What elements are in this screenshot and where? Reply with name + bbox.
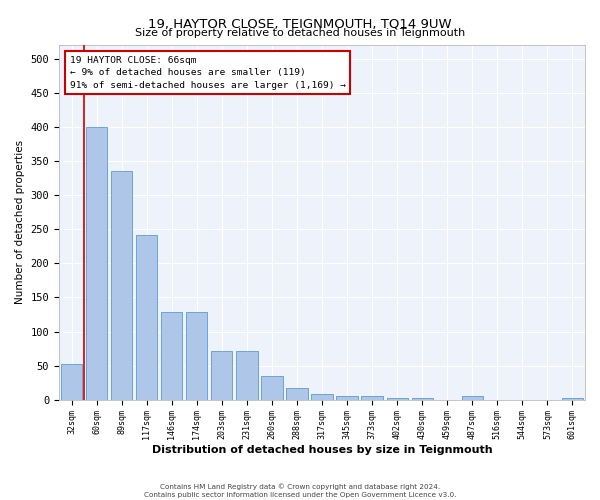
Bar bbox=[386, 398, 408, 400]
Bar bbox=[236, 352, 257, 400]
Bar bbox=[61, 364, 82, 400]
Bar bbox=[86, 127, 107, 400]
Bar bbox=[161, 312, 182, 400]
Bar bbox=[337, 396, 358, 400]
Bar bbox=[261, 376, 283, 400]
Bar bbox=[136, 236, 157, 400]
Bar bbox=[361, 396, 383, 400]
Bar bbox=[186, 312, 208, 400]
X-axis label: Distribution of detached houses by size in Teignmouth: Distribution of detached houses by size … bbox=[152, 445, 493, 455]
Bar bbox=[111, 170, 132, 400]
Bar bbox=[286, 388, 308, 400]
Bar bbox=[311, 394, 332, 400]
Bar bbox=[412, 398, 433, 400]
Text: 19, HAYTOR CLOSE, TEIGNMOUTH, TQ14 9UW: 19, HAYTOR CLOSE, TEIGNMOUTH, TQ14 9UW bbox=[148, 18, 452, 30]
Bar bbox=[562, 398, 583, 400]
Bar bbox=[211, 352, 232, 400]
Y-axis label: Number of detached properties: Number of detached properties bbox=[15, 140, 25, 304]
Text: Size of property relative to detached houses in Teignmouth: Size of property relative to detached ho… bbox=[135, 28, 465, 38]
Text: 19 HAYTOR CLOSE: 66sqm
← 9% of detached houses are smaller (119)
91% of semi-det: 19 HAYTOR CLOSE: 66sqm ← 9% of detached … bbox=[70, 56, 346, 90]
Bar bbox=[461, 396, 483, 400]
Text: Contains HM Land Registry data © Crown copyright and database right 2024.
Contai: Contains HM Land Registry data © Crown c… bbox=[144, 484, 456, 498]
